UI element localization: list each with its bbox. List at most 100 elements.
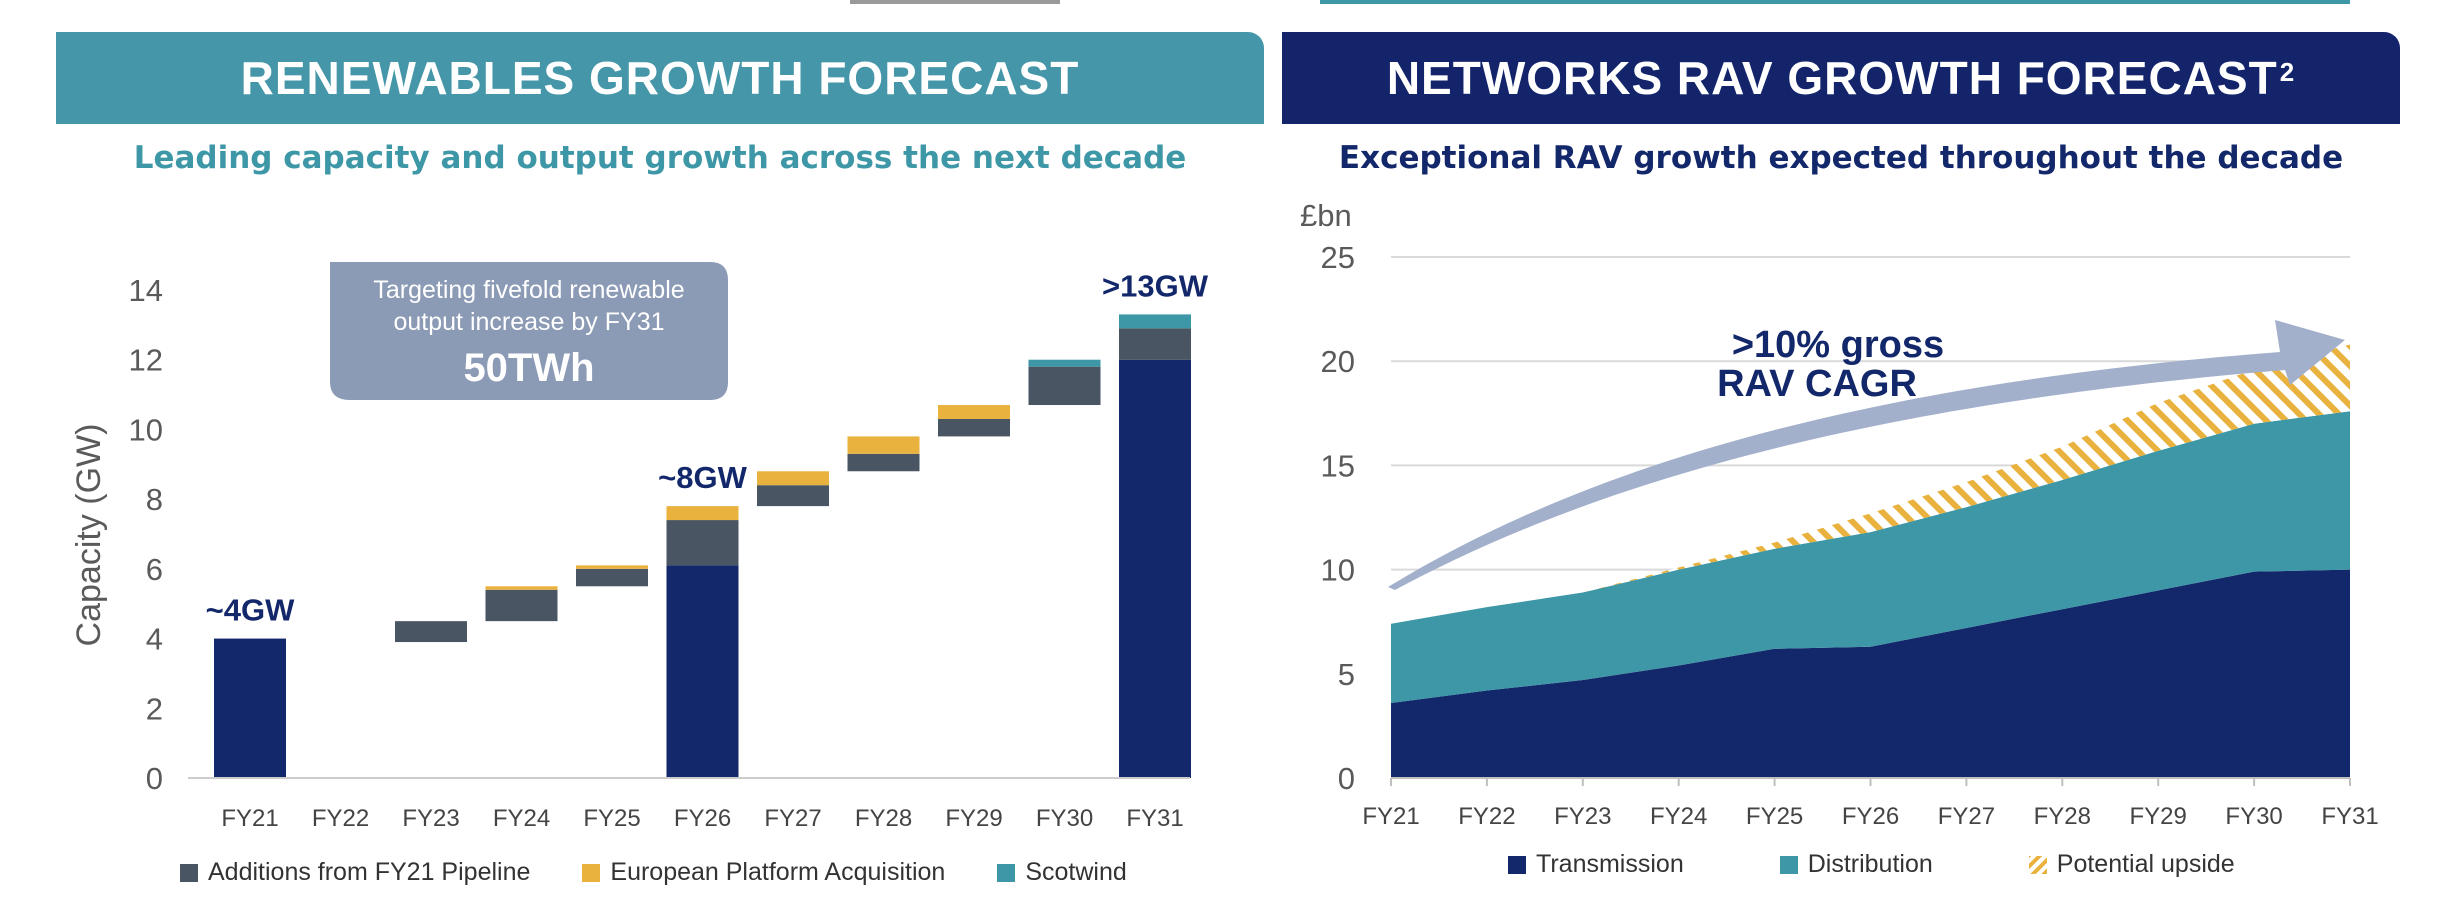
x-tick-label: FY22 [1458, 803, 1515, 830]
bar-segment-fy30-additions-from-fy21-pipeline [1028, 366, 1101, 406]
data-label-fy31: >13GW [1102, 268, 1209, 303]
networks-legend: Transmission Distribution Potential upsi… [1508, 850, 2235, 879]
top-line-left [850, 0, 1060, 4]
x-tick-label: FY30 [1036, 805, 1093, 832]
legend-item-pipeline: Additions from FY21 Pipeline [180, 858, 530, 887]
data-label-fy26: ~8GW [658, 460, 747, 495]
bar-segment-fy29-european-platform-acquisition [938, 405, 1010, 419]
y-tick-label: 4 [146, 622, 163, 657]
renewables-legend: Additions from FY21 Pipeline European Pl… [180, 858, 1127, 887]
y-tick-label: 25 [1321, 240, 1355, 275]
legend-swatch-upside [2028, 855, 2047, 874]
bar-segment-fy28-european-platform-acquisition [847, 436, 920, 454]
y-tick-label: 0 [146, 761, 163, 796]
x-tick-label: FY28 [855, 805, 912, 832]
legend-label-transmission: Transmission [1536, 850, 1684, 878]
x-tick-label: FY21 [1362, 803, 1419, 830]
x-tick-label: FY31 [2321, 803, 2378, 830]
legend-item-upside: Potential upside [2028, 850, 2235, 879]
x-tick-label: FY25 [583, 805, 640, 832]
bar-segment-fy31-scotwind [1119, 314, 1191, 329]
y-tick-label: 6 [146, 552, 163, 587]
bar-segment-fy27-additions-from-fy21-pipeline [757, 485, 829, 507]
bar-segment-fy27-european-platform-acquisition [757, 471, 829, 486]
growth-arrow [1388, 320, 2345, 590]
legend-label-scotwind: Scotwind [1025, 858, 1127, 886]
legend-item-distribution: Distribution [1779, 850, 1933, 879]
legend-swatch-scotwind [997, 863, 1016, 882]
networks-header-footnote: 2 [2279, 56, 2296, 87]
bar-segment-fy25-european-platform-acquisition [576, 565, 648, 569]
y-tick-label: 5 [1338, 657, 1355, 692]
x-tick-label: FY25 [1746, 803, 1803, 830]
bar-segment-fy24-european-platform-acquisition [485, 586, 558, 590]
target-callout: Targeting fivefold renewable output incr… [330, 262, 728, 400]
renewables-header: RENEWABLES GROWTH FORECAST [56, 32, 1264, 124]
arrow-label-1: >10% gross [1732, 324, 1944, 366]
bar-segment-fy24-additions-from-fy21-pipeline [485, 589, 558, 622]
area-transmission [1391, 569, 2350, 778]
bar-segment-fy31-additions-from-fy21-pipeline [1119, 328, 1191, 360]
networks-header: NETWORKS RAV GROWTH FORECAST 2 [1282, 32, 2400, 124]
x-tick-label: FY23 [402, 805, 459, 832]
x-tick-label: FY30 [2225, 803, 2282, 830]
y-tick-label: 8 [146, 482, 163, 517]
legend-item-scotwind: Scotwind [997, 858, 1127, 887]
x-tick-label: FY29 [945, 805, 1002, 832]
x-tick-label: FY31 [1126, 805, 1183, 832]
y-tick-label: 0 [1338, 761, 1355, 796]
bar-segment-fy30-scotwind [1028, 359, 1101, 367]
top-line-right [1320, 0, 2350, 4]
x-tick-label: FY24 [493, 805, 550, 832]
bar-segment-fy21-total [214, 638, 286, 778]
y-tick-label: 10 [129, 412, 163, 447]
bar-segment-fy26-european-platform-acquisition [666, 506, 739, 521]
y-tick-label: 10 [1321, 553, 1355, 588]
bar-segment-fy29-additions-from-fy21-pipeline [938, 418, 1010, 437]
legend-label-european: European Platform Acquisition [610, 858, 946, 886]
callout-line-1: Targeting fivefold renewable [373, 276, 684, 304]
y-tick-label: 15 [1321, 448, 1355, 483]
legend-item-transmission: Transmission [1508, 850, 1684, 879]
legend-item-european: European Platform Acquisition [582, 858, 945, 887]
bar-segment-fy25-additions-from-fy21-pipeline [576, 568, 648, 587]
legend-swatch-european [582, 863, 601, 882]
networks-header-title: NETWORKS RAV GROWTH FORECAST [1386, 52, 2278, 104]
legend-label-upside: Potential upside [2056, 850, 2235, 878]
x-tick-label: FY29 [2130, 803, 2187, 830]
y-axis-label: Capacity (GW) [70, 424, 108, 647]
legend-swatch-pipeline [180, 863, 198, 882]
callout-line-2: output increase by FY31 [394, 308, 665, 336]
legend-label-distribution: Distribution [1807, 850, 1933, 878]
callout-value: 50TWh [463, 346, 594, 390]
area-distribution [1391, 411, 2350, 703]
legend-swatch-transmission [1508, 855, 1526, 874]
y-axis-unit: £bn [1300, 198, 1352, 233]
bar-segment-fy31-total [1119, 359, 1191, 778]
x-tick-label: FY26 [674, 805, 731, 832]
legend-swatch-distribution [1779, 855, 1798, 874]
x-tick-label: FY22 [312, 805, 369, 832]
x-tick-label: FY27 [764, 805, 821, 832]
x-tick-label: FY26 [1842, 803, 1899, 830]
x-tick-label: FY24 [1650, 803, 1707, 830]
x-tick-label: FY28 [2034, 803, 2091, 830]
y-tick-label: 12 [129, 343, 163, 378]
y-tick-label: 14 [129, 273, 163, 308]
renewables-subtitle: Leading capacity and output growth acros… [133, 140, 1187, 176]
bar-segment-fy23-additions-from-fy21-pipeline [395, 621, 467, 643]
x-tick-label: FY27 [1938, 803, 1995, 830]
legend-label-pipeline: Additions from FY21 Pipeline [208, 858, 531, 886]
callout-box [330, 262, 728, 400]
bar-segment-fy26-total [666, 565, 739, 778]
networks-subtitle: Exceptional RAV growth expected througho… [1338, 140, 2344, 176]
x-tick-label: FY21 [221, 805, 278, 832]
arrow-label-2: RAV CAGR [1717, 363, 1917, 405]
y-tick-label: 2 [146, 691, 163, 726]
y-tick-label: 20 [1321, 344, 1355, 379]
bar-segment-fy28-additions-from-fy21-pipeline [847, 453, 920, 472]
data-label-fy21: ~4GW [206, 593, 295, 628]
renewables-header-title: RENEWABLES GROWTH FORECAST [240, 52, 1080, 104]
bar-segment-fy26-additions-from-fy21-pipeline [666, 520, 739, 566]
